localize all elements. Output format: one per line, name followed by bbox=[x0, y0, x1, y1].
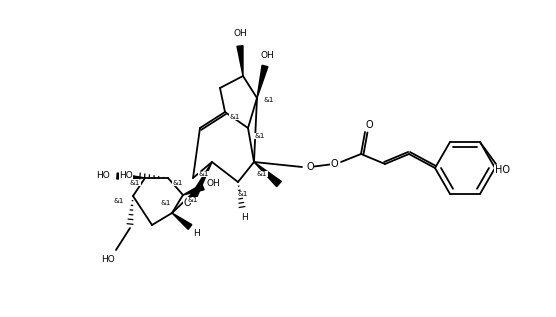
Text: H: H bbox=[192, 229, 200, 237]
Text: &1: &1 bbox=[188, 197, 198, 203]
Text: &1: &1 bbox=[199, 171, 209, 177]
Text: &1: &1 bbox=[255, 133, 265, 139]
Polygon shape bbox=[254, 162, 281, 187]
Text: O: O bbox=[183, 198, 191, 208]
Text: O: O bbox=[306, 162, 314, 172]
Text: &1: &1 bbox=[161, 200, 171, 206]
Text: O: O bbox=[330, 159, 338, 169]
Text: &1: &1 bbox=[264, 97, 274, 103]
Text: &1: &1 bbox=[238, 191, 248, 197]
Text: &1: &1 bbox=[114, 198, 124, 204]
Text: H: H bbox=[242, 212, 249, 222]
Text: &1: &1 bbox=[257, 171, 267, 177]
Text: OH: OH bbox=[233, 29, 247, 38]
Text: &1: &1 bbox=[230, 114, 240, 120]
Text: &1: &1 bbox=[173, 180, 183, 186]
Text: HO: HO bbox=[96, 171, 110, 179]
Polygon shape bbox=[257, 65, 268, 98]
Text: OH: OH bbox=[206, 178, 220, 187]
Text: OH: OH bbox=[260, 51, 274, 61]
Polygon shape bbox=[172, 213, 192, 230]
Text: HO: HO bbox=[101, 256, 115, 264]
Text: HO: HO bbox=[494, 165, 509, 175]
Text: O: O bbox=[365, 120, 373, 130]
Polygon shape bbox=[117, 173, 145, 179]
Polygon shape bbox=[237, 46, 243, 76]
Polygon shape bbox=[183, 184, 204, 195]
Text: HO: HO bbox=[119, 171, 133, 179]
Text: &1: &1 bbox=[130, 180, 140, 186]
Polygon shape bbox=[190, 162, 212, 199]
